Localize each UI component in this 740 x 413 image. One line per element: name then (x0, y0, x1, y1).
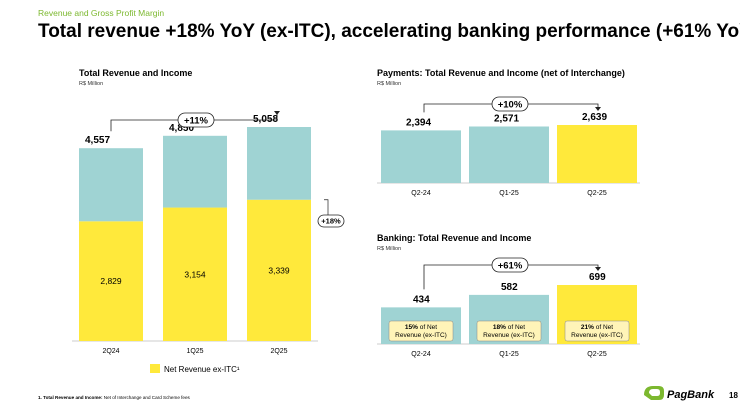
pagbank-logo: PagBank (644, 386, 715, 401)
chart2-category-label: Q2-24 (411, 190, 431, 197)
chart1-growth-arrowhead (274, 111, 280, 115)
chart2-value-label: 2,639 (582, 112, 607, 123)
chart2-category-label: Q2-25 (587, 190, 607, 197)
chart2-value-label: 2,394 (406, 117, 431, 128)
chart3-callout-line1: 18% of Net (493, 324, 525, 331)
chart2-bar (557, 125, 637, 183)
legend-label: Net Revenue ex-ITC¹ (164, 365, 240, 374)
chart1-bar-net-revenue (247, 199, 311, 341)
chart2-value-label: 2,571 (494, 113, 519, 124)
footnote: 1. Total Revenue and Income: Net of Inte… (38, 395, 191, 400)
chart3-callout-line2: Revenue (ex-ITC) (483, 332, 535, 339)
chart3-value-label: 699 (589, 272, 606, 283)
chart3-category-label: Q1-25 (499, 351, 519, 358)
chart1-total-label: 4,850 (169, 123, 194, 134)
chart2-bar (381, 130, 461, 183)
chart2-growth-arrowhead (595, 107, 601, 111)
chart1-segment-label: 3,154 (184, 269, 206, 279)
chart1-subtitle: R$ Million (79, 81, 103, 87)
page-number: 18 (729, 391, 738, 400)
chart3-callout-box (564, 320, 630, 342)
brand-name: PagBank (667, 389, 715, 401)
chart1-category-label: 2Q24 (102, 348, 119, 355)
chart3-callout-box (388, 320, 454, 342)
chart1-growth-segment-bubble (317, 214, 345, 228)
chart1-bar-other (79, 148, 143, 222)
total-revenue-chart: 2,829 4,557 2Q24 3,154 4,850 1Q25 3,339 5,058 2Q… (72, 111, 345, 355)
chart2-growth-bubble (491, 96, 529, 112)
chart2-title: Payments: Total Revenue and Income (net … (377, 68, 625, 78)
chart1-segment-label: 2,829 (100, 276, 122, 286)
chart3-callout-line2: Revenue (ex-ITC) (571, 332, 623, 339)
chart1-total-label: 4,557 (85, 135, 110, 146)
chart3-subtitle: R$ Million (377, 246, 401, 252)
chart3-growth-label: +61% (498, 260, 523, 271)
chart1-growth-total-bubble (177, 112, 215, 128)
chart3-callout-pct: 21% (581, 324, 594, 331)
legend-swatch (150, 364, 160, 373)
chart3-value-label: 582 (501, 282, 518, 293)
chart3-callout-line2: Revenue (ex-ITC) (395, 332, 447, 339)
chart2-bar (469, 126, 549, 183)
chart1-bar-net-revenue (163, 207, 227, 341)
chart1-total-label: 5,058 (253, 114, 278, 125)
chart1-bar-other (163, 135, 227, 208)
section-label: Revenue and Gross Profit Margin (38, 8, 164, 18)
chart3-callout-pct: 15% (405, 324, 418, 331)
chart3-callout-pct: 18% (493, 324, 506, 331)
chart1-bar-other (247, 127, 311, 200)
chart1-growth-total-label: +11% (184, 115, 209, 126)
chart3-value-label: 434 (413, 294, 430, 305)
chart3-title: Banking: Total Revenue and Income (377, 233, 531, 243)
pagbank-logo-icon-inner (649, 389, 660, 396)
chart3-callout-text: of Net (506, 324, 525, 331)
chart3-category-label: Q2-25 (587, 351, 607, 358)
chart3-callout-line1: 21% of Net (581, 324, 613, 331)
footnote-bold: 1. Total Revenue and Income: (38, 395, 103, 400)
chart1-title: Total Revenue and Income (79, 68, 192, 78)
footnote-text: Net of Interchange and Card Scheme fees (103, 395, 191, 400)
chart1-category-label: 1Q25 (186, 348, 203, 355)
chart3-callout-text: of Net (594, 324, 613, 331)
chart3-category-label: Q2-24 (411, 351, 431, 358)
chart1-segment-label: 3,339 (268, 265, 290, 275)
payments-revenue-chart: 2,394 Q2-24 2,571 Q1-25 2,639 Q2-25 +10% (377, 96, 640, 197)
chart3-growth-arrowhead (595, 267, 601, 271)
chart1-category-label: 2Q25 (270, 348, 287, 355)
chart1-growth-segment-label: +18% (321, 217, 341, 226)
chart2-category-label: Q1-25 (499, 190, 519, 197)
chart3-callout-line1: 15% of Net (405, 324, 437, 331)
chart2-subtitle: R$ Million (377, 81, 401, 87)
chart1-bar-net-revenue (79, 221, 143, 341)
chart3-callout-box (476, 320, 542, 342)
chart2-growth-label: +10% (498, 99, 523, 110)
chart3-callout-text: of Net (418, 324, 437, 331)
page-title: Total revenue +18% YoY (ex-ITC), acceler… (38, 21, 740, 42)
chart3-growth-bubble (491, 257, 529, 273)
